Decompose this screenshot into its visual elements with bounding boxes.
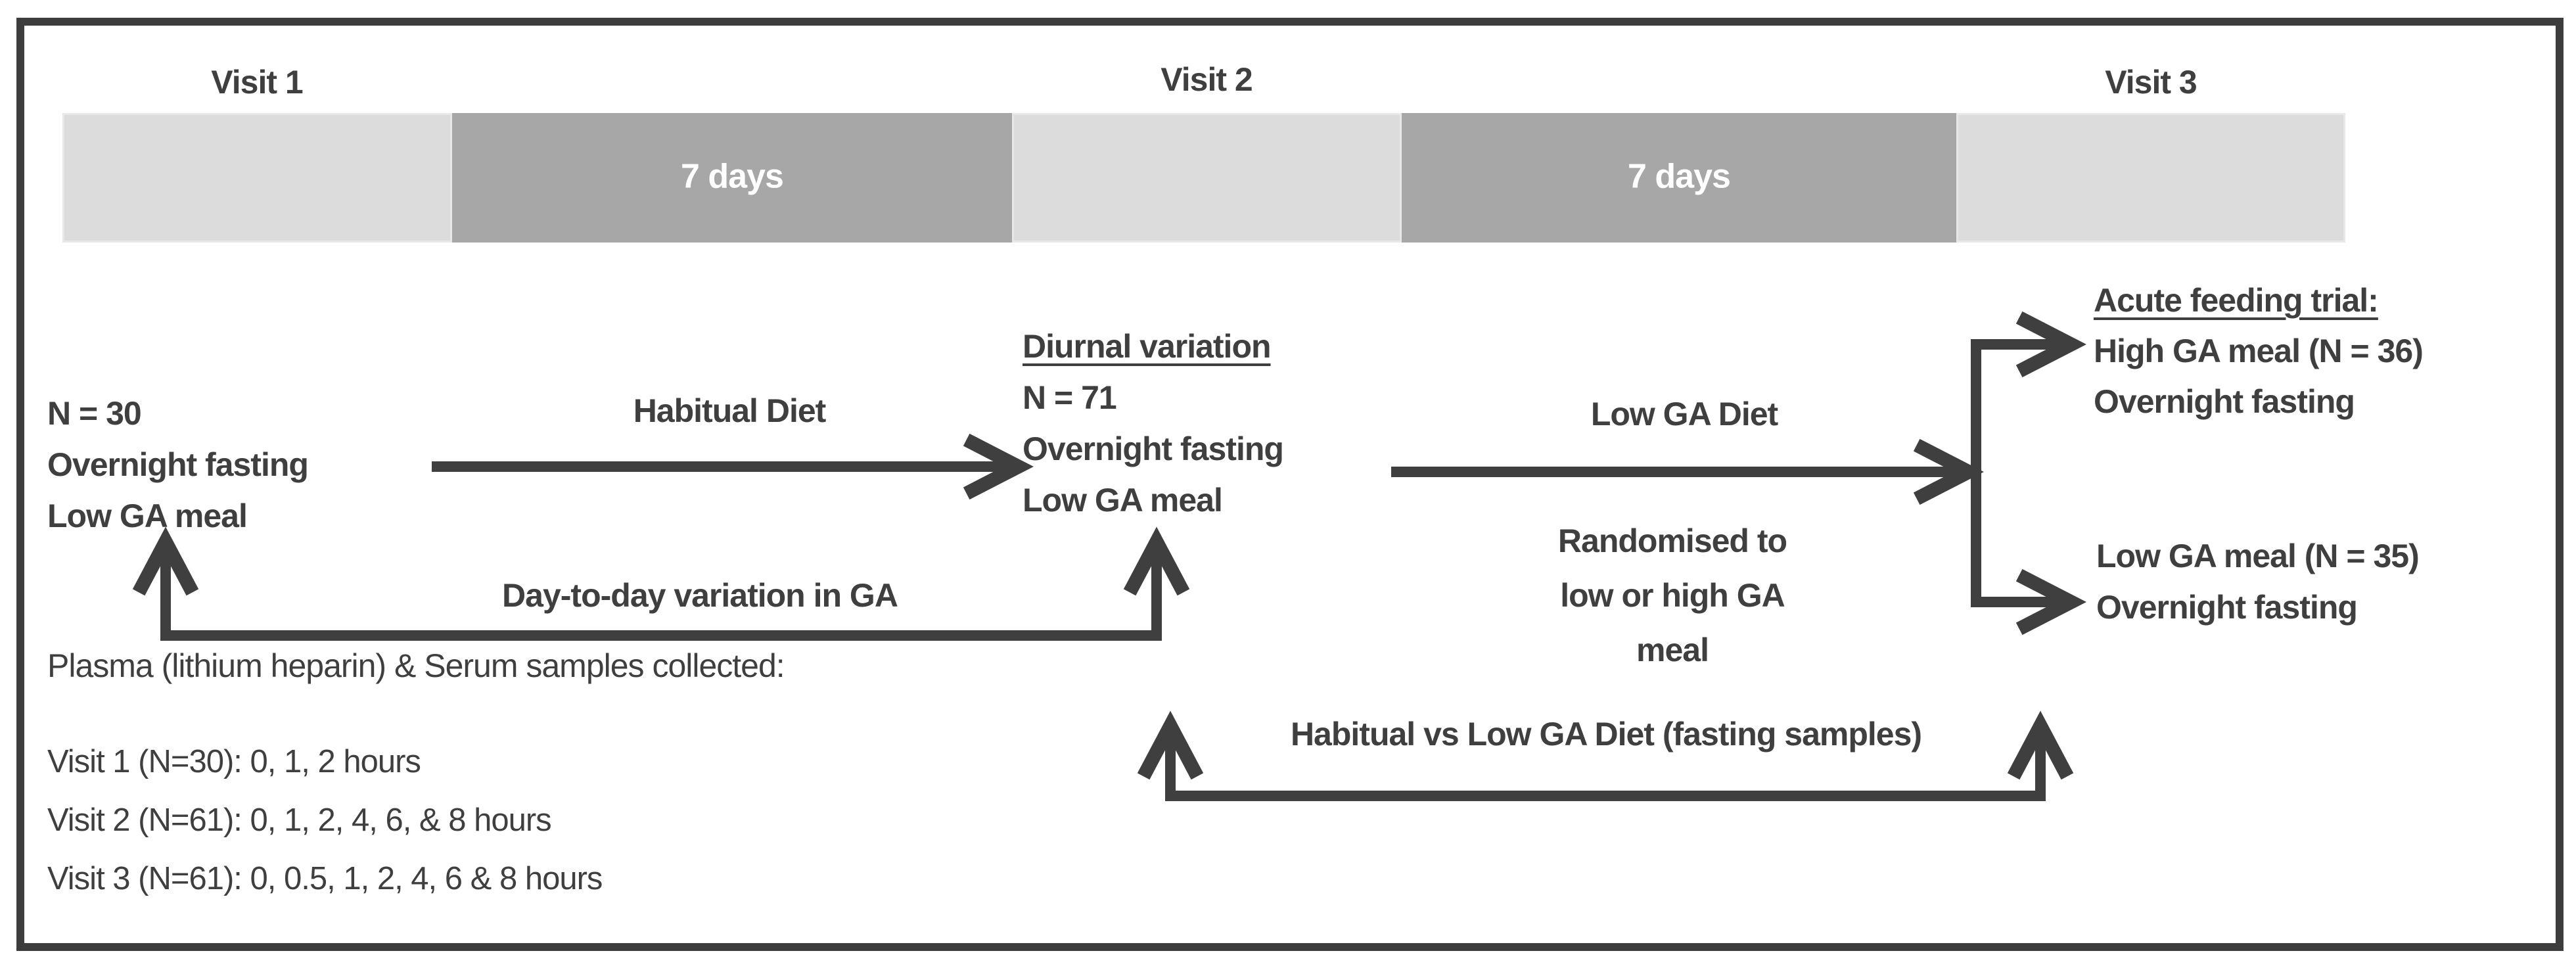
day-to-day-variation-label: Day-to-day variation in GA: [502, 577, 898, 614]
high-ga-meal-line: High GA meal (N = 36): [2094, 333, 2424, 369]
acute-feeding-block: Acute feeding trial: High GA meal (N = 3…: [2094, 275, 2424, 427]
seven-days-label-2: 7 days: [1628, 157, 1731, 196]
samples-intro: Plasma (lithium heparin) & Serum samples…: [47, 647, 785, 684]
visit-1-label: Visit 1: [211, 64, 303, 101]
randomised-line-2: low or high GA: [1560, 577, 1785, 614]
acute-feeding-heading: Acute feeding trial:: [2094, 282, 2379, 319]
timeline-segment-visit2: [1012, 113, 1402, 243]
high-ga-fasting-line: Overnight fasting: [2094, 383, 2355, 420]
visit2-n: N = 71: [1023, 379, 1117, 416]
visit1-n: N = 30: [47, 395, 142, 432]
visit2-block: Diurnal variation N = 71 Overnight fasti…: [1023, 321, 1284, 526]
low-ga-fasting-line: Overnight fasting: [2096, 589, 2358, 626]
samples-visit3: Visit 3 (N=61): 0, 0.5, 1, 2, 4, 6 & 8 h…: [47, 861, 603, 896]
timeline-segment-visit1: [62, 113, 452, 243]
visit2-meal: Low GA meal: [1023, 482, 1223, 519]
diurnal-variation-heading: Diurnal variation: [1023, 328, 1272, 365]
randomised-block: Randomised to low or high GA meal: [1558, 514, 1787, 678]
seven-days-label-1: 7 days: [681, 157, 784, 196]
low-ga-meal-line: Low GA meal (N = 35): [2096, 538, 2420, 574]
visit1-block: N = 30 Overnight fasting Low GA meal: [47, 388, 309, 542]
samples-visit1: Visit 1 (N=30): 0, 1, 2 hours: [47, 744, 421, 779]
habitual-diet-label: Habitual Diet: [633, 392, 827, 429]
visit1-fasting: Overnight fasting: [47, 446, 309, 483]
visit1-meal: Low GA meal: [47, 498, 248, 534]
visit2-fasting: Overnight fasting: [1023, 430, 1284, 467]
samples-list: Visit 1 (N=30): 0, 1, 2 hours Visit 2 (N…: [47, 733, 603, 908]
visit-2-label: Visit 2: [1161, 61, 1253, 98]
samples-visit2: Visit 2 (N=61): 0, 1, 2, 4, 6, & 8 hours: [47, 802, 552, 838]
diagram-border: [16, 18, 2564, 951]
randomised-line-1: Randomised to: [1557, 522, 1787, 559]
randomised-line-3: meal: [1636, 632, 1709, 668]
low-ga-arm-block: Low GA meal (N = 35) Overnight fasting: [2096, 530, 2420, 633]
timeline-segment-visit3: [1956, 113, 2345, 243]
fasting-comparison-label: Habitual vs Low GA Diet (fasting samples…: [1290, 716, 1922, 752]
low-ga-diet-label: Low GA Diet: [1590, 396, 1778, 432]
visit-3-label: Visit 3: [2105, 64, 2197, 101]
timeline-segment-7days-1: 7 days: [452, 113, 1012, 243]
timeline-segment-7days-2: 7 days: [1402, 113, 1956, 243]
